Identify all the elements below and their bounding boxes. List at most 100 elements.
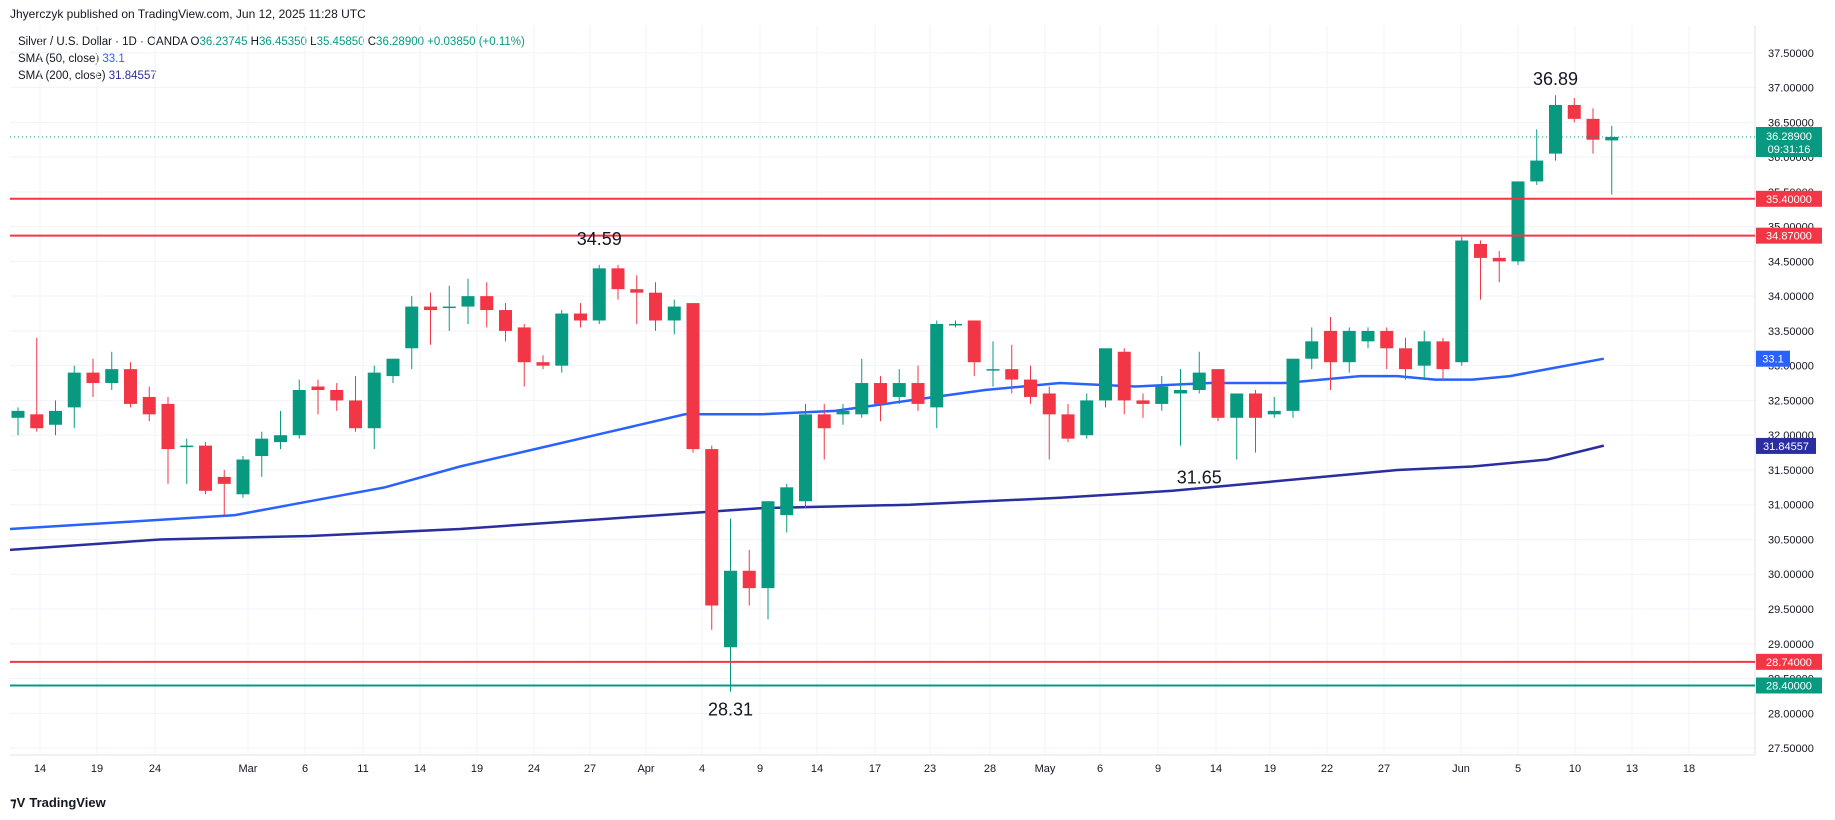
y-tick-label: 34.00000	[1768, 291, 1814, 303]
candle-body	[1042, 393, 1056, 415]
sma200-value: 31.84557	[108, 70, 157, 82]
legend-sma50-row[interactable]: SMA (50, close) 33.1	[18, 51, 525, 68]
candle-body	[1474, 244, 1487, 258]
candle-body	[1530, 160, 1544, 182]
candle-body	[1324, 330, 1337, 363]
candle-body	[11, 410, 25, 418]
candle-body	[480, 296, 494, 311]
price-chart[interactable]: 27.5000028.0000028.5000029.0000029.50000…	[0, 0, 1835, 790]
candle-body	[311, 386, 325, 390]
candle-body	[386, 358, 400, 377]
y-tick-label: 36.50000	[1768, 117, 1814, 129]
x-tick-label: 5	[1515, 763, 1521, 775]
open-value: 36.23745	[199, 36, 248, 48]
x-tick-label: 14	[34, 763, 46, 775]
candle-body	[592, 268, 606, 321]
candle-body	[949, 323, 962, 326]
close-value: 36.28900	[376, 36, 425, 48]
candle-body	[817, 414, 831, 429]
candle-body	[1567, 104, 1581, 119]
candle-body	[1286, 358, 1300, 411]
sma50-line	[9, 357, 1605, 531]
low-value: 35.45850	[316, 36, 365, 48]
price-annotation: 28.31	[708, 700, 753, 720]
x-tick-label: 19	[471, 763, 483, 775]
candle-body	[1380, 330, 1394, 349]
legend-symbol-row: Silver / U.S. Dollar · 1D · OANDA O36.23…	[18, 34, 525, 51]
candle-body	[330, 390, 344, 401]
candle-body	[124, 369, 137, 404]
candle-body	[1136, 400, 1150, 404]
candle-body	[1117, 351, 1131, 401]
close-label: C	[367, 36, 377, 48]
level-price-tag	[1756, 227, 1822, 244]
sma200-line	[9, 444, 1605, 552]
candle-body	[967, 320, 981, 363]
candle-body	[49, 410, 62, 425]
x-tick-label: Mar	[239, 763, 258, 775]
x-tick-label: 9	[757, 763, 763, 775]
y-tick-label: 29.50000	[1768, 604, 1814, 616]
y-tick-label: 33.50000	[1768, 326, 1814, 338]
y-tick-label: 30.00000	[1768, 569, 1814, 581]
current-price-tag	[1756, 127, 1822, 158]
candle-body	[142, 396, 156, 415]
candle-body	[1080, 400, 1094, 436]
symbol-name[interactable]: Silver / U.S. Dollar · 1D · OANDA	[18, 36, 188, 48]
y-tick-label: 31.00000	[1768, 500, 1814, 512]
candle-body	[30, 414, 44, 429]
x-tick-label: 13	[1626, 763, 1638, 775]
x-tick-label: 10	[1569, 763, 1581, 775]
candle-body	[461, 296, 475, 307]
candle-body	[405, 306, 419, 349]
y-tick-label: 32.50000	[1768, 395, 1814, 407]
x-tick-label: 23	[924, 763, 936, 775]
y-tick-label: 27.50000	[1768, 743, 1814, 755]
x-tick-label: Apr	[637, 763, 654, 775]
candle-body	[1549, 104, 1562, 154]
candle-body	[724, 570, 737, 648]
low-label: L	[310, 36, 317, 48]
level-price-label: 34.87000	[1766, 231, 1812, 243]
candle-body	[705, 449, 719, 606]
candle-body	[1024, 379, 1037, 397]
tradingview-logo[interactable]: ⁊V TradingView	[10, 795, 106, 811]
candle-body	[1267, 410, 1281, 415]
candle-body	[517, 327, 531, 363]
candle-body	[1211, 369, 1225, 418]
candle-body	[855, 383, 869, 415]
candle-body	[1455, 240, 1469, 363]
candle-body	[367, 372, 381, 429]
candle-body	[1099, 348, 1112, 401]
x-tick-label: 17	[869, 763, 881, 775]
candle-body	[686, 303, 700, 450]
x-tick-label: 18	[1683, 763, 1695, 775]
candle-body	[986, 369, 1000, 371]
candle-body	[236, 459, 250, 495]
published-line: Jhyerczyk published on TradingView.com, …	[10, 7, 366, 21]
brand-name: TradingView	[29, 795, 106, 810]
x-tick-label: May	[1035, 763, 1056, 775]
candle-body	[611, 268, 625, 290]
candle-body	[1061, 414, 1075, 439]
level-price-label: 28.40000	[1766, 680, 1812, 692]
x-tick-label: 4	[699, 763, 705, 775]
candle-body	[424, 306, 437, 311]
candle-body	[1361, 330, 1375, 342]
candle-body	[442, 306, 456, 309]
candle-body	[1305, 341, 1319, 359]
candle-body	[1005, 369, 1019, 380]
y-tick-label: 30.50000	[1768, 534, 1814, 546]
candle-body	[161, 403, 175, 450]
candle-body	[836, 410, 850, 415]
change-value: +0.03850 (+0.11%)	[427, 36, 525, 48]
candle-body	[274, 435, 287, 443]
candle-body	[1436, 341, 1450, 370]
candle-body	[536, 362, 550, 366]
x-tick-label: 6	[302, 763, 308, 775]
candle-body	[780, 487, 794, 516]
x-tick-label: 27	[1378, 763, 1390, 775]
open-label: O	[190, 36, 200, 48]
candle-body	[1417, 341, 1431, 366]
candle-body	[742, 570, 756, 589]
